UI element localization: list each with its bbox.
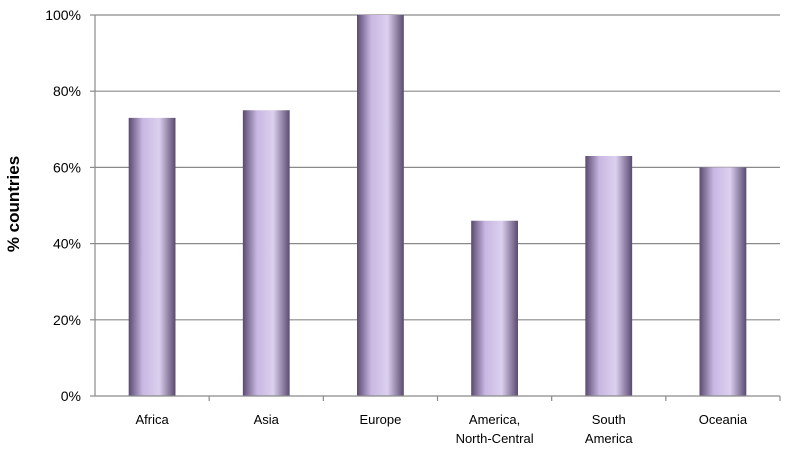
y-tick-label: 60% xyxy=(53,159,81,175)
y-tick-label: 40% xyxy=(53,236,81,252)
y-tick-labels: 0% 20% 40% 60% 80% 100% xyxy=(45,7,81,404)
y-tick-label: 80% xyxy=(53,83,81,99)
x-category-label-line: South xyxy=(592,412,626,427)
y-axis-title: % countries xyxy=(4,156,23,252)
y-tick-label: 20% xyxy=(53,312,81,328)
x-category-label: Oceania xyxy=(699,412,748,427)
y-tick-label: 100% xyxy=(45,7,81,23)
x-category-labels: Africa Asia Europe America, North-Central Sou… xyxy=(135,412,747,446)
x-category-label: South America xyxy=(585,412,633,446)
axes xyxy=(94,15,781,401)
x-category-label-line: America, xyxy=(469,412,520,427)
bar xyxy=(128,117,176,397)
x-category-label-line: Europe xyxy=(359,412,401,427)
bar xyxy=(471,220,518,396)
x-category-label-line: Oceania xyxy=(699,412,748,427)
bar xyxy=(585,155,633,396)
x-category-label: America, North-Central xyxy=(456,412,534,446)
bar xyxy=(242,110,290,396)
x-category-label: Europe xyxy=(359,412,401,427)
x-category-label: Asia xyxy=(254,412,280,427)
bars xyxy=(128,15,747,397)
y-tick-label: 0% xyxy=(61,388,81,404)
gridlines xyxy=(90,14,780,397)
x-category-label-line: Asia xyxy=(254,412,280,427)
bar xyxy=(357,15,404,396)
bar xyxy=(699,167,747,396)
x-category-label-line: North-Central xyxy=(456,431,534,446)
x-category-label-line: America xyxy=(585,431,633,446)
x-category-label-line: Africa xyxy=(135,412,169,427)
x-category-label: Africa xyxy=(135,412,169,427)
